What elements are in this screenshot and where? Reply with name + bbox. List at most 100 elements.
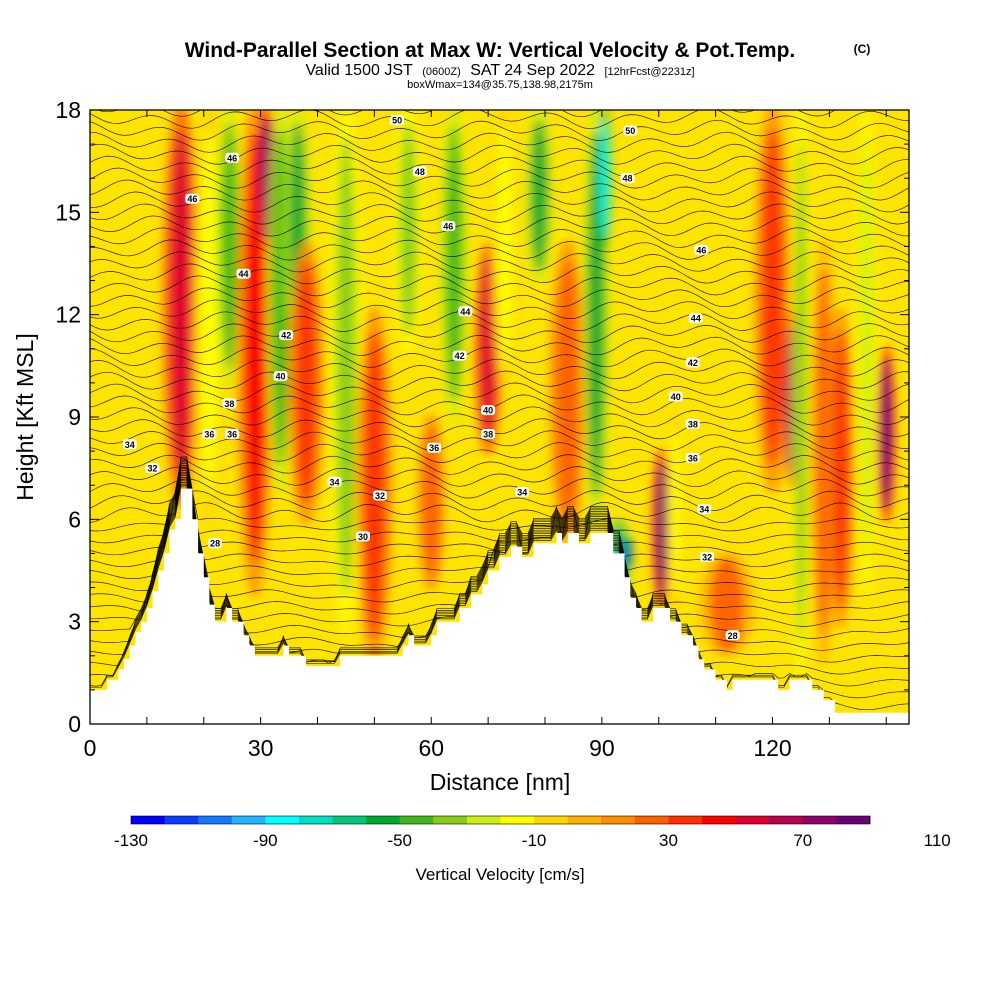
svg-text:42: 42: [281, 331, 291, 341]
vv-cell-2: [220, 123, 238, 370]
chart-title: Wind-Parallel Section at Max W: Vertical…: [185, 39, 796, 62]
contour-label-1: 32: [145, 463, 160, 474]
contour-label-12: 32: [373, 490, 388, 501]
contour-label-33: 28: [725, 630, 740, 641]
contour-label-8: 42: [279, 330, 294, 341]
contour-label-3: 28: [208, 538, 223, 549]
svg-text:44: 44: [691, 314, 701, 324]
isentrope-49: [90, 110, 909, 130]
contour-label-2: 36: [202, 429, 217, 440]
svg-text:40: 40: [483, 406, 493, 416]
colorbar-swatch-2: [198, 816, 233, 824]
colorbar-swatch-12: [534, 816, 569, 824]
svg-text:38: 38: [688, 419, 698, 429]
vv-cell-11: [422, 425, 440, 580]
contour-label-25: 46: [694, 244, 709, 255]
colorbar-swatch-18: [735, 816, 770, 824]
isentrope-40: [90, 215, 909, 237]
contour-label-26: 44: [688, 313, 703, 324]
svg-text:42: 42: [688, 358, 698, 368]
y-tick-label-12: 12: [55, 302, 81, 328]
contour-label-6: 46: [185, 193, 200, 204]
svg-text:32: 32: [375, 491, 385, 501]
isentrope-47: [90, 131, 909, 153]
svg-text:46: 46: [696, 245, 706, 255]
svg-text:50: 50: [392, 116, 402, 126]
svg-text:38: 38: [224, 399, 234, 409]
isentrope-13: [90, 463, 909, 556]
isentrope-20: [90, 454, 909, 476]
isentrope-4: [90, 478, 909, 663]
isentrope-23: [90, 418, 909, 440]
isentrope-19: [90, 466, 909, 488]
y-tick-label-15: 15: [55, 199, 81, 225]
svg-text:34: 34: [125, 440, 135, 450]
svg-text:36: 36: [429, 443, 439, 453]
svg-text:40: 40: [671, 392, 681, 402]
contour-label-13: 30: [356, 531, 370, 542]
isentrope-1: [90, 483, 909, 699]
svg-text:34: 34: [699, 505, 709, 515]
contour-label-32: 32: [700, 551, 715, 562]
x-tick-label-120: 120: [753, 735, 791, 761]
vv-cell-24: [761, 128, 784, 467]
valid-time-line: Valid 1500 JST (0600Z) SAT 24 Sep 2022 […: [305, 62, 694, 79]
terrain-mask: [90, 488, 909, 724]
colorbar-swatch-5: [298, 816, 333, 824]
colorbar: -130 -90 -50 -10 30 70 110: [114, 815, 951, 850]
vv-cell-12: [445, 125, 463, 402]
svg-text:28: 28: [728, 631, 738, 641]
isentrope-33: [90, 299, 909, 321]
isentrope-27: [90, 370, 909, 392]
svg-text:34: 34: [517, 488, 527, 498]
svg-text:32: 32: [702, 552, 712, 562]
vv-cell-23: [709, 558, 745, 651]
y-tick-label-0: 0: [68, 711, 81, 737]
x-tick-label-30: 30: [248, 735, 274, 761]
svg-text:46: 46: [443, 221, 453, 231]
isentrope-2: [90, 482, 909, 687]
svg-text:30: 30: [358, 532, 368, 542]
svg-text:46: 46: [227, 153, 237, 163]
contour-label-21: 36: [427, 442, 442, 453]
isentrope-32: [90, 311, 909, 332]
contour-label-14: 50: [390, 115, 405, 126]
isentrope-18: [90, 478, 909, 500]
x-tick-label-90: 90: [589, 735, 615, 761]
isentrope-8: [90, 471, 909, 615]
isentrope-37: [90, 251, 909, 273]
colorbar-label-70: 70: [793, 831, 812, 850]
colorbar-label-30: 30: [659, 831, 678, 850]
isentrope-41: [90, 203, 909, 225]
isentrope-44: [90, 167, 909, 189]
isentrope-30: [90, 334, 909, 356]
colorbar-swatch-6: [332, 816, 367, 824]
vv-cell-30: [880, 357, 892, 511]
y-tick-label-18: 18: [55, 97, 81, 123]
isentrope-39: [90, 227, 909, 249]
isentrope-45: [90, 155, 909, 177]
contour-label-16: 46: [441, 220, 456, 231]
svg-text:46: 46: [187, 194, 197, 204]
x-axis-label: Distance [nm]: [430, 769, 571, 795]
colorbar-swatch-9: [433, 816, 468, 824]
isentrope-7: [90, 473, 909, 627]
contour-label-22: 34: [515, 487, 530, 498]
isentrope-43: [90, 179, 909, 201]
isentrope-25: [90, 394, 909, 416]
colorbar-title: Vertical Velocity [cm/s]: [415, 865, 584, 884]
isentrope-22: [90, 430, 909, 452]
svg-text:36: 36: [204, 430, 214, 440]
contour-label-20: 38: [481, 429, 496, 440]
contour-label-11: 34: [327, 476, 342, 487]
vv-cell-0: [169, 129, 193, 480]
colorbar-swatch-1: [164, 816, 199, 824]
vv-cell-14: [496, 123, 514, 370]
vv-cell-7: [294, 260, 318, 506]
isentrope-14: [90, 461, 909, 544]
svg-text:36: 36: [688, 453, 698, 463]
x-tick-label-60: 60: [418, 735, 444, 761]
isentrope-12: [90, 465, 909, 568]
y-axis-label: Height [Kft MSL]: [12, 333, 38, 500]
